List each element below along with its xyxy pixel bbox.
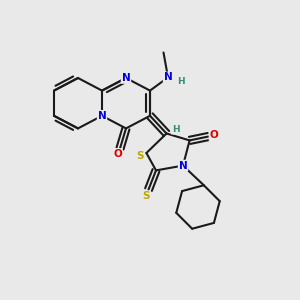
Text: H: H — [172, 125, 179, 134]
Text: N: N — [98, 111, 106, 121]
Text: O: O — [209, 130, 218, 140]
Text: H: H — [177, 76, 184, 85]
Text: N: N — [122, 73, 130, 83]
Text: S: S — [142, 191, 150, 201]
Text: S: S — [136, 151, 143, 161]
Text: N: N — [178, 160, 188, 171]
Text: N: N — [164, 72, 172, 82]
Text: O: O — [113, 149, 122, 159]
